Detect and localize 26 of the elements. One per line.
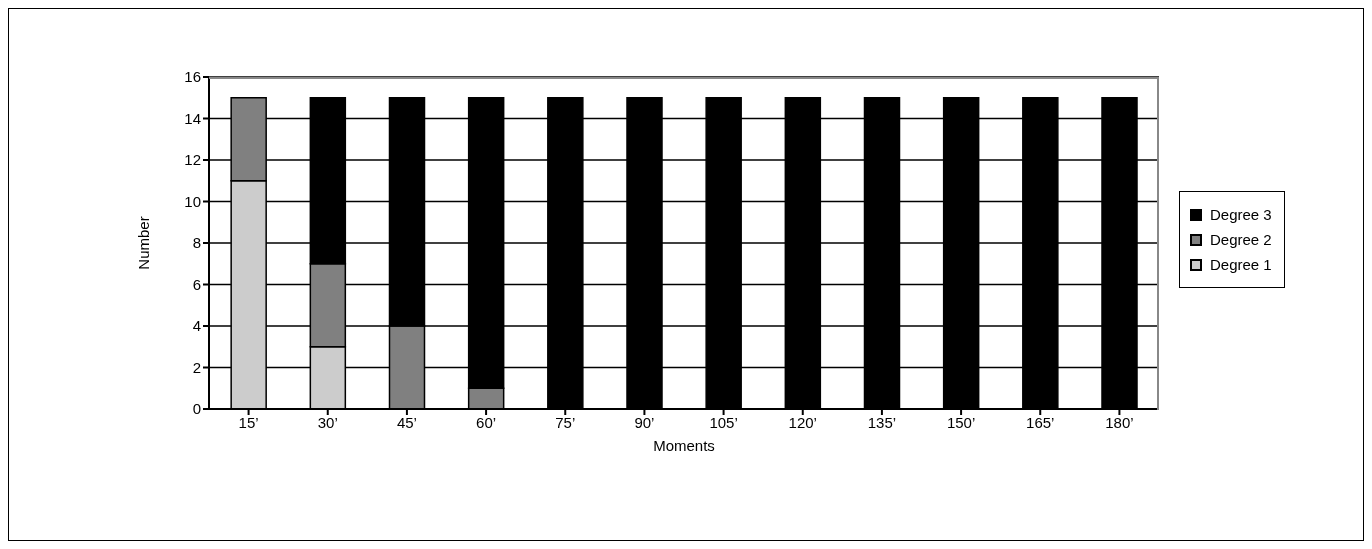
y-tick-label: 6 [192, 275, 201, 293]
legend-label: Degree 3 [1210, 206, 1272, 223]
x-tick-label: 180’ [1105, 413, 1134, 431]
y-axis-title: Number [135, 216, 153, 270]
y-tick-label: 2 [192, 358, 201, 376]
x-axis-title: Moments [653, 437, 715, 454]
x-tick-label: 30’ [317, 413, 338, 431]
x-tick-label: 75’ [555, 413, 576, 431]
y-tick-label: 16 [184, 68, 201, 86]
x-tick-label: 120’ [788, 413, 817, 431]
x-tick-label: 15’ [238, 413, 259, 431]
y-tick-label: 10 [184, 192, 201, 210]
x-tick-label: 150’ [946, 413, 976, 431]
y-tick-label: 8 [192, 234, 201, 252]
x-tick-label: 105’ [709, 413, 738, 431]
y-tick-label: 4 [192, 317, 201, 335]
x-tick-label: 135’ [867, 413, 897, 431]
y-tick-label: 12 [184, 151, 201, 169]
x-tick-label: 60’ [476, 413, 497, 431]
x-tick-label: 90’ [634, 413, 655, 431]
x-tick-label: 165’ [1026, 413, 1055, 431]
legend-label: Degree 1 [1210, 256, 1272, 273]
x-tick-label: 45’ [396, 413, 417, 431]
y-tick-label: 0 [192, 400, 201, 418]
y-tick-label: 14 [184, 109, 201, 127]
legend-label: Degree 2 [1210, 231, 1272, 248]
